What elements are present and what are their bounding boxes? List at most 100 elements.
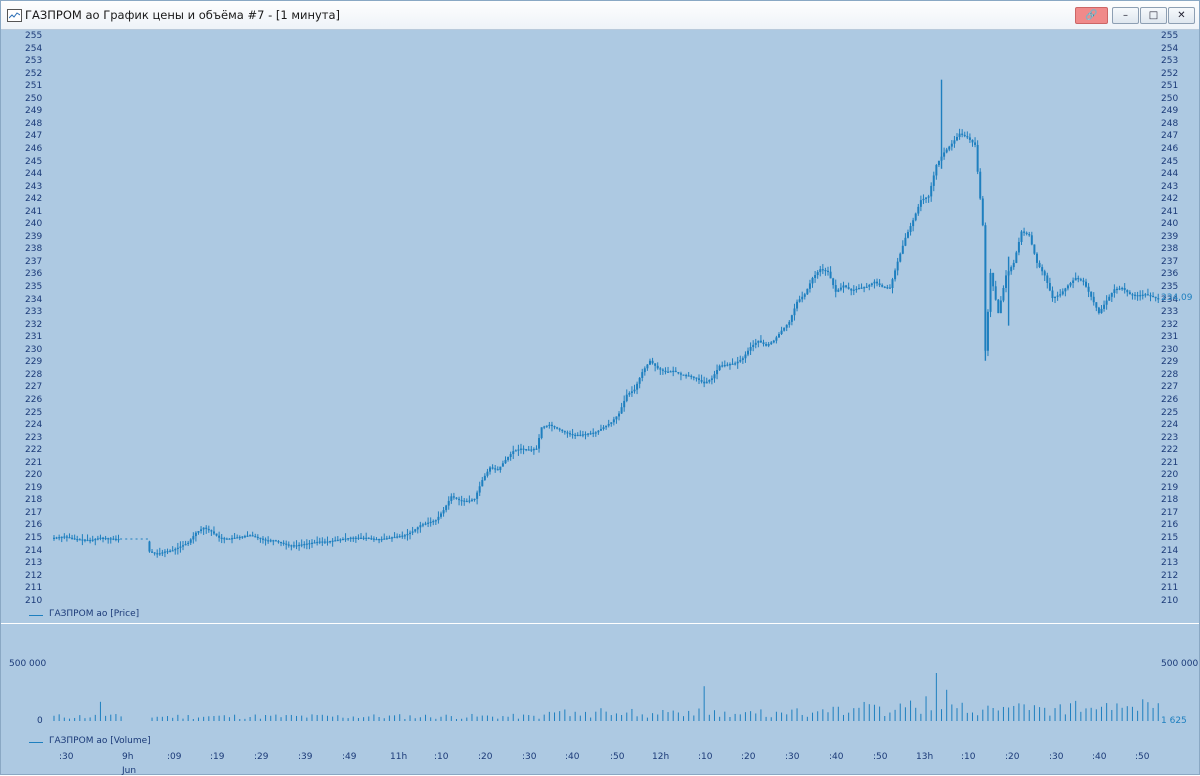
price-candle (419, 525, 422, 528)
price-candle (999, 300, 1002, 314)
price-candle (636, 383, 639, 390)
price-candle (194, 532, 197, 537)
price-candle (517, 449, 520, 451)
price-candle (917, 206, 920, 214)
price-candle (587, 433, 590, 435)
price-candle (96, 538, 99, 540)
price-candle (1154, 296, 1157, 299)
price-candle (251, 535, 254, 537)
time-tick: 13h (916, 752, 934, 762)
price-candle (535, 448, 538, 450)
price-candle (427, 522, 430, 524)
price-candle (801, 296, 804, 300)
price-chart[interactable] (1, 29, 1199, 623)
price-candle (362, 537, 365, 539)
price-candle (770, 342, 773, 345)
price-tick: 217 (1161, 507, 1179, 518)
price-candle (863, 287, 866, 289)
price-candle (584, 433, 587, 436)
price-candle (182, 545, 184, 547)
time-tick: :10 (698, 752, 713, 762)
price-candle (303, 544, 306, 546)
price-candle (499, 466, 502, 470)
pane-divider[interactable] (1, 623, 1199, 624)
price-candle (994, 286, 997, 300)
price-candle (579, 434, 582, 437)
price-candle (241, 536, 244, 538)
price-candle (919, 200, 922, 207)
price-tick: 237 (1161, 256, 1179, 267)
price-candle (406, 533, 409, 536)
price-candle (739, 359, 742, 362)
price-tick: 240 (1161, 219, 1179, 230)
price-candle (445, 505, 448, 511)
price-candle (212, 531, 215, 534)
price-candle (1144, 294, 1147, 296)
price-candle (393, 536, 396, 539)
price-candle (166, 551, 169, 553)
price-candle (958, 133, 961, 137)
price-candle (53, 537, 55, 539)
price-candle (814, 275, 817, 278)
price-candle (238, 536, 241, 539)
price-candle (1028, 234, 1031, 236)
minimize-button[interactable]: – (1112, 7, 1139, 24)
price-candle (891, 279, 894, 288)
price-tick: 213 (25, 558, 43, 569)
price-candle (762, 342, 765, 345)
price-tick: 211 (25, 583, 43, 594)
price-candle (432, 521, 435, 523)
maximize-button[interactable]: □ (1140, 7, 1167, 24)
price-tick: 216 (25, 520, 43, 531)
price-tick: 254 (25, 43, 43, 54)
price-candle (824, 270, 827, 272)
volume-pane[interactable]: 500 000 0 500 000 1 625 ГАЗПРОМ ао [Volu… (1, 624, 1199, 774)
price-candle (169, 550, 172, 552)
price-candle (796, 301, 799, 309)
price-tick: 242 (25, 194, 43, 205)
volume-chart[interactable] (1, 624, 1199, 774)
price-tick: 253 (1161, 56, 1179, 67)
price-tick: 234 (1161, 294, 1179, 305)
price-candle (483, 475, 486, 481)
price-candle (365, 537, 368, 539)
price-candle (677, 372, 680, 374)
price-candle (728, 364, 731, 366)
link-button[interactable]: 🔗 (1075, 7, 1108, 24)
price-candle (450, 496, 453, 501)
price-candle (274, 540, 277, 542)
price-candle (494, 468, 497, 470)
price-candle (744, 354, 747, 359)
price-candle (370, 538, 373, 540)
price-candle (246, 535, 249, 537)
price-tick: 250 (1161, 93, 1179, 104)
price-pane[interactable]: 255 254 253 252 251 250 249 248 247 246 245 244 243 2… (1, 29, 1199, 623)
price-candle (710, 378, 713, 381)
time-tick: :49 (342, 752, 357, 762)
close-button[interactable]: ✕ (1168, 7, 1195, 24)
price-candle (78, 539, 81, 541)
close-icon: ✕ (1177, 10, 1186, 21)
price-candle (269, 540, 272, 542)
price-candle (202, 527, 205, 530)
price-candle (153, 552, 156, 554)
price-candle (618, 413, 621, 417)
price-tick: 229 (1161, 357, 1179, 368)
price-candle (401, 535, 404, 537)
price-candle (174, 549, 177, 551)
price-candle (873, 281, 876, 284)
price-candle (775, 337, 778, 341)
price-candle (698, 378, 700, 381)
price-candle (176, 547, 179, 550)
price-tick: 214 (1161, 545, 1179, 556)
price-candle (966, 136, 969, 138)
price-candle (569, 433, 571, 435)
price-tick: 243 (1161, 181, 1179, 192)
price-candle (656, 365, 659, 369)
price-candle (60, 536, 63, 539)
price-candle (914, 213, 917, 221)
price-candle (184, 544, 187, 546)
price-candle (63, 536, 66, 538)
price-candle (1017, 241, 1020, 253)
